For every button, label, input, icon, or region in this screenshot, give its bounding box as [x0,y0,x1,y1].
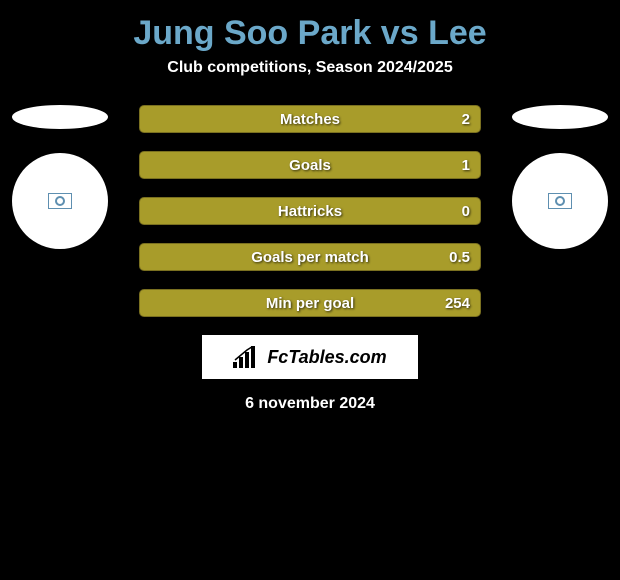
player-left-shadow [12,105,108,129]
player-left-avatar [12,153,108,249]
player-right [512,105,608,249]
player-right-shadow [512,105,608,129]
stat-label: Goals per match [251,249,369,266]
stat-row-matches: Matches 2 [139,105,481,133]
stat-value: 0.5 [449,249,470,266]
stat-row-min-per-goal: Min per goal 254 [139,289,481,317]
page-title: Jung Soo Park vs Lee [0,0,620,59]
stat-row-goals-per-match: Goals per match 0.5 [139,243,481,271]
player-right-avatar [512,153,608,249]
brand-badge[interactable]: FcTables.com [202,335,418,379]
subtitle: Club competitions, Season 2024/2025 [0,59,620,77]
stat-label: Hattricks [278,203,342,220]
date-text: 6 november 2024 [0,395,620,413]
stats-list: Matches 2 Goals 1 Hattricks 0 Goals per … [139,105,481,317]
brand-text: FcTables.com [267,347,386,368]
stat-value: 254 [445,295,470,312]
stat-label: Goals [289,157,331,174]
stat-value: 2 [462,111,470,128]
stat-label: Min per goal [266,295,354,312]
stat-row-hattricks: Hattricks 0 [139,197,481,225]
stat-value: 1 [462,157,470,174]
flag-kor-icon [548,193,572,209]
player-left [12,105,108,249]
bars-icon [233,346,261,368]
flag-kor-icon [48,193,72,209]
stat-label: Matches [280,111,340,128]
stat-value: 0 [462,203,470,220]
stat-row-goals: Goals 1 [139,151,481,179]
comparison-content: Matches 2 Goals 1 Hattricks 0 Goals per … [0,105,620,413]
